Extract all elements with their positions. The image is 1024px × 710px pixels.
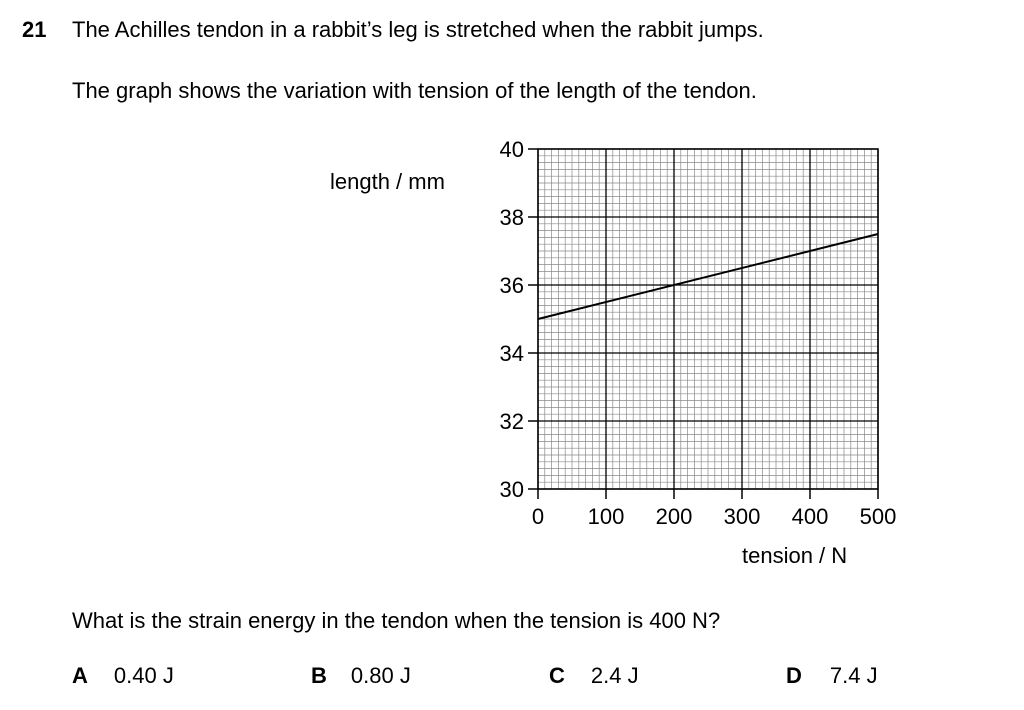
question-intro: The Achilles tendon in a rabbit’s leg is… bbox=[72, 17, 764, 42]
minor-grid bbox=[538, 149, 878, 489]
data-series bbox=[537, 233, 879, 320]
y-tick-label: 38 bbox=[500, 205, 524, 230]
series-line bbox=[537, 233, 879, 320]
question-graph-description: The graph shows the variation with tensi… bbox=[72, 78, 757, 103]
option-c-letter: C bbox=[549, 663, 565, 688]
y-tick-label: 34 bbox=[500, 341, 524, 366]
question-prompt: What is the strain energy in the tendon … bbox=[72, 608, 721, 633]
x-tick-label: 100 bbox=[588, 504, 625, 529]
x-tick-label: 500 bbox=[860, 504, 897, 529]
option-a[interactable]: A 0.40 J bbox=[72, 663, 174, 689]
option-b[interactable]: B 0.80 J bbox=[311, 663, 411, 689]
x-tick-label: 200 bbox=[656, 504, 693, 529]
option-b-value: 0.80 J bbox=[350, 663, 411, 688]
y-tick-label: 30 bbox=[500, 477, 524, 502]
x-tick-label: 0 bbox=[532, 504, 544, 529]
option-c-value: 2.4 J bbox=[590, 663, 639, 688]
x-tick-label: 400 bbox=[792, 504, 829, 529]
option-c[interactable]: C 2.4 J bbox=[549, 663, 639, 689]
y-tick-label: 32 bbox=[500, 409, 524, 434]
x-tick-label: 300 bbox=[724, 504, 761, 529]
y-tick-label: 36 bbox=[500, 273, 524, 298]
option-d-value: 7.4 J bbox=[829, 663, 878, 688]
y-tick-label: 40 bbox=[500, 137, 524, 162]
option-a-letter: A bbox=[72, 663, 88, 688]
option-b-letter: B bbox=[311, 663, 327, 688]
y-axis-label: length / mm bbox=[330, 169, 445, 194]
option-d-letter: D bbox=[786, 663, 802, 688]
x-axis-label: tension / N bbox=[742, 543, 848, 568]
option-d[interactable]: D 7.4 J bbox=[786, 663, 878, 689]
question-number: 21 bbox=[22, 17, 47, 42]
option-a-value: 0.40 J bbox=[113, 663, 174, 688]
